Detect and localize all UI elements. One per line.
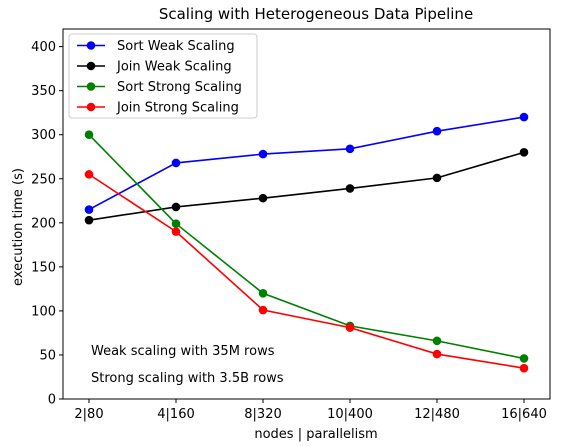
plot-frame bbox=[62, 28, 551, 400]
y-tick-label: 300 bbox=[31, 128, 56, 143]
data-point-join-weak-scaling bbox=[171, 202, 181, 212]
series-line-join-strong-scaling bbox=[88, 173, 525, 369]
x-tick-label: 16|640 bbox=[501, 407, 547, 422]
data-point-join-weak-scaling bbox=[432, 173, 442, 183]
legend-box bbox=[68, 33, 258, 119]
data-point-sort-strong-scaling bbox=[432, 336, 442, 346]
legend-label: Join Strong Scaling bbox=[116, 101, 239, 116]
chart-title: Scaling with Heterogeneous Data Pipeline bbox=[159, 5, 473, 23]
x-axis-label: nodes | parallelism bbox=[254, 427, 377, 442]
data-point-join-weak-scaling bbox=[345, 184, 355, 193]
data-point-join-strong-scaling bbox=[432, 349, 442, 359]
data-point-sort-weak-scaling bbox=[345, 144, 355, 154]
data-point-join-strong-scaling bbox=[519, 363, 529, 373]
x-tick-label: 4|160 bbox=[157, 407, 194, 422]
legend-swatch-marker bbox=[86, 41, 96, 50]
data-point-sort-strong-scaling bbox=[171, 219, 181, 228]
y-tick-label: 150 bbox=[31, 260, 56, 275]
y-tick-label: 350 bbox=[31, 84, 56, 99]
legend-label: Sort Weak Scaling bbox=[117, 39, 235, 54]
x-tick-label: 2|80 bbox=[74, 407, 103, 422]
x-tick-label: 8|320 bbox=[244, 407, 281, 422]
data-point-sort-strong-scaling bbox=[519, 354, 529, 363]
x-tick-label: 12|480 bbox=[414, 407, 460, 422]
data-point-sort-weak-scaling bbox=[258, 149, 268, 159]
y-tick-label: 200 bbox=[31, 216, 56, 231]
data-point-sort-weak-scaling bbox=[519, 112, 529, 122]
series-line-sort-weak-scaling bbox=[88, 116, 525, 211]
y-tick-label: 50 bbox=[39, 348, 56, 363]
legend-swatch-marker bbox=[86, 82, 96, 91]
legend-label: Join Weak Scaling bbox=[116, 60, 232, 75]
data-point-sort-strong-scaling bbox=[84, 130, 94, 140]
data-point-sort-strong-scaling bbox=[258, 288, 268, 298]
data-point-sort-weak-scaling bbox=[84, 205, 94, 214]
series-line-join-weak-scaling bbox=[88, 151, 525, 221]
data-point-join-strong-scaling bbox=[345, 323, 355, 332]
legend-swatch-marker bbox=[86, 102, 96, 112]
data-point-join-strong-scaling bbox=[84, 170, 94, 179]
legend-swatch-marker bbox=[86, 61, 96, 71]
data-point-join-weak-scaling bbox=[519, 148, 529, 157]
plot-area: 0 50 100 150 200 250 300 350 400 2|80 4|160 8|320 10… bbox=[31, 28, 551, 422]
legend-label: Sort Strong Scaling bbox=[117, 80, 242, 95]
data-point-sort-weak-scaling bbox=[432, 126, 442, 136]
y-axis-label: execution time (s) bbox=[11, 168, 26, 286]
y-tick-label: 100 bbox=[31, 304, 56, 319]
data-point-sort-weak-scaling bbox=[171, 158, 181, 168]
data-point-join-strong-scaling bbox=[171, 227, 181, 236]
series-line-sort-strong-scaling bbox=[88, 134, 525, 360]
x-tick-label: 10|400 bbox=[327, 407, 373, 422]
y-tick-label: 250 bbox=[31, 172, 56, 187]
annotation-strong-scaling: Strong scaling with 3.5B rows bbox=[91, 371, 284, 386]
data-point-join-weak-scaling bbox=[258, 193, 268, 203]
y-tick-label: 400 bbox=[31, 40, 56, 55]
annotation-weak-scaling: Weak scaling with 35M rows bbox=[91, 344, 275, 359]
y-tick-label: 0 bbox=[48, 393, 56, 408]
data-point-join-weak-scaling bbox=[84, 215, 94, 225]
data-point-join-strong-scaling bbox=[258, 305, 268, 315]
